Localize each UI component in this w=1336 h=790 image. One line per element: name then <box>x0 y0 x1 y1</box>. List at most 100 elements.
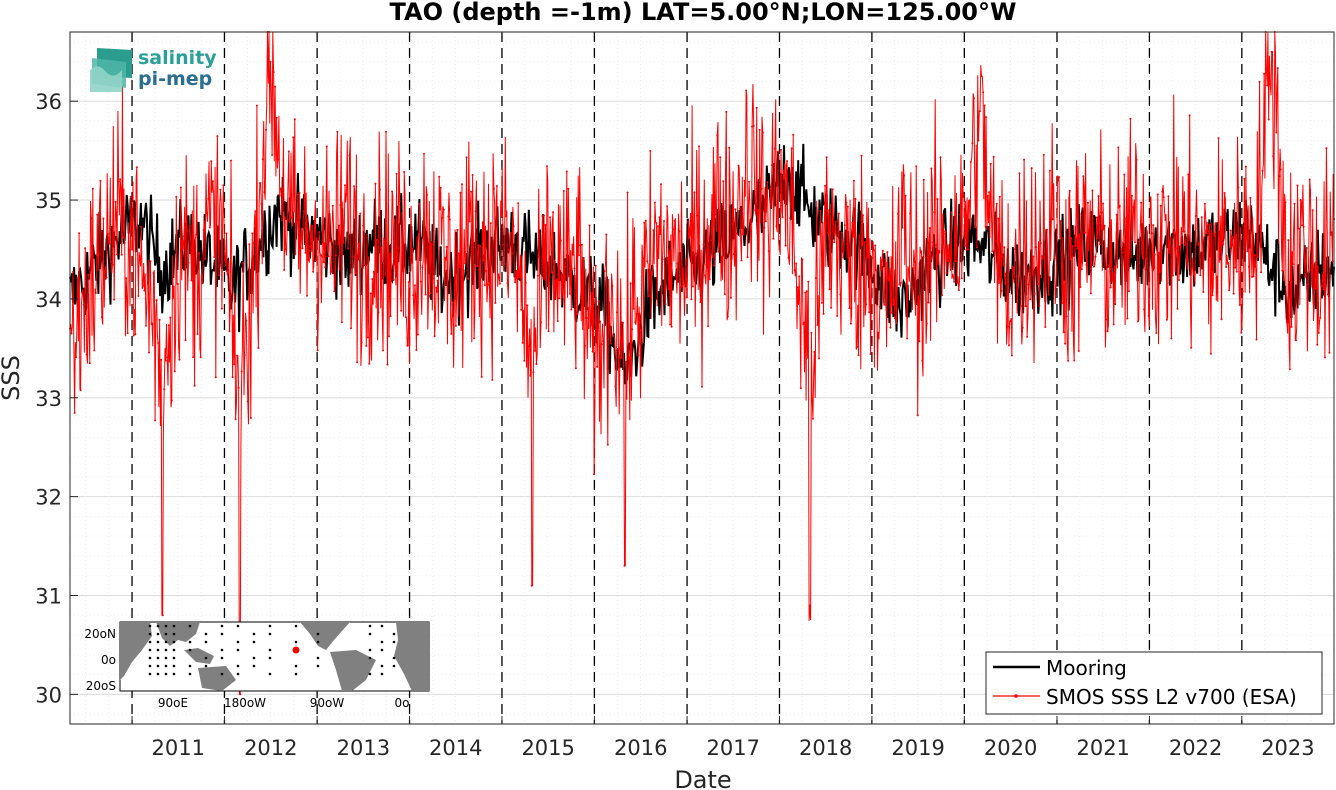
smos-point <box>552 211 555 214</box>
smos-point <box>1115 213 1118 216</box>
smos-point <box>1059 220 1062 223</box>
smos-point <box>614 385 617 388</box>
smos-point <box>1096 216 1098 219</box>
smos-point <box>691 285 694 288</box>
mooring-dot <box>268 648 272 652</box>
inset-lon-label-3: 90oW <box>310 696 345 710</box>
mooring-dot <box>220 648 224 652</box>
smos-point <box>1241 290 1244 293</box>
mooring-dot <box>148 624 152 628</box>
smos-point <box>641 257 644 260</box>
smos-point <box>1184 244 1187 246</box>
smos-point <box>1044 326 1047 328</box>
smos-point <box>991 250 994 253</box>
smos-point <box>170 399 173 402</box>
land-africa <box>120 622 152 680</box>
smos-point <box>1068 189 1071 192</box>
smos-point <box>125 277 128 280</box>
mooring-dot <box>204 640 208 644</box>
smos-point <box>533 349 536 352</box>
mooring-dot <box>156 664 160 668</box>
smos-point <box>430 243 433 246</box>
smos-point <box>974 226 977 228</box>
smos-point <box>1179 245 1182 248</box>
smos-point <box>701 385 703 388</box>
smos-point <box>137 295 140 297</box>
mooring-dot <box>316 656 320 660</box>
smos-point <box>912 266 915 269</box>
smos-point <box>207 197 210 200</box>
smos-point <box>1175 247 1177 250</box>
smos-point <box>1018 172 1021 175</box>
smos-point <box>184 339 187 342</box>
smos-point <box>612 335 615 338</box>
smos-point <box>1261 169 1264 172</box>
smos-point <box>105 276 108 279</box>
smos-point <box>514 281 517 284</box>
smos-point <box>228 330 231 333</box>
smos-point <box>1035 246 1038 249</box>
smos-point <box>1120 248 1123 251</box>
smos-point <box>889 326 892 329</box>
smos-point <box>1200 216 1203 219</box>
mooring-dot <box>316 632 320 636</box>
smos-point <box>897 212 899 215</box>
smos-point <box>963 244 966 247</box>
smos-point <box>406 344 409 347</box>
smos-point <box>594 264 597 267</box>
smos-point <box>577 254 580 257</box>
smos-point <box>1158 251 1161 254</box>
smos-point <box>1317 331 1320 334</box>
smos-point <box>275 116 278 119</box>
smos-point <box>394 262 397 265</box>
smos-point <box>290 216 293 219</box>
smos-point <box>1314 287 1317 290</box>
smos-point <box>792 133 795 136</box>
smos-point <box>968 199 971 202</box>
smos-point <box>669 323 672 326</box>
smos-point <box>1244 165 1247 168</box>
smos-point <box>843 224 846 227</box>
smos-point <box>365 344 368 347</box>
smos-point <box>962 196 965 199</box>
inset-lon-label-1: 90oE <box>158 696 188 710</box>
smos-point <box>535 363 538 365</box>
chart-title: TAO (depth =-1m) LAT=5.00°N;LON=125.00°W <box>390 0 1017 26</box>
smos-point <box>1203 202 1206 205</box>
smos-point <box>821 301 823 304</box>
smos-point <box>670 325 673 328</box>
smos-point <box>438 175 441 178</box>
smos-point <box>1194 214 1197 217</box>
smos-point <box>652 229 655 232</box>
land-australia <box>198 666 236 691</box>
smos-point <box>205 212 208 214</box>
smos-point <box>755 106 758 109</box>
smos-point <box>186 229 188 232</box>
smos-point <box>100 316 103 319</box>
smos-point <box>111 263 114 266</box>
smos-point <box>1229 229 1232 232</box>
smos-point <box>324 266 327 269</box>
smos-point <box>480 375 483 378</box>
smos-point <box>351 255 354 258</box>
smos-point <box>1307 283 1310 285</box>
smos-point <box>190 279 193 282</box>
smos-point <box>1298 227 1301 230</box>
smos-point <box>79 389 82 392</box>
smos-point <box>1206 230 1209 233</box>
smos-point <box>423 152 425 155</box>
smos-point <box>1147 314 1150 317</box>
smos-point <box>644 219 647 222</box>
smos-point <box>982 91 985 94</box>
smos-point <box>315 259 318 262</box>
smos-point <box>454 324 457 327</box>
smos-point <box>1062 331 1065 334</box>
smos-point <box>749 229 752 232</box>
smos-point <box>403 171 406 173</box>
smos-point <box>433 335 436 338</box>
smos-point <box>1182 230 1185 233</box>
smos-point <box>915 165 918 168</box>
mooring-dot <box>188 640 192 644</box>
smos-point <box>313 220 316 223</box>
smos-point <box>742 233 744 236</box>
